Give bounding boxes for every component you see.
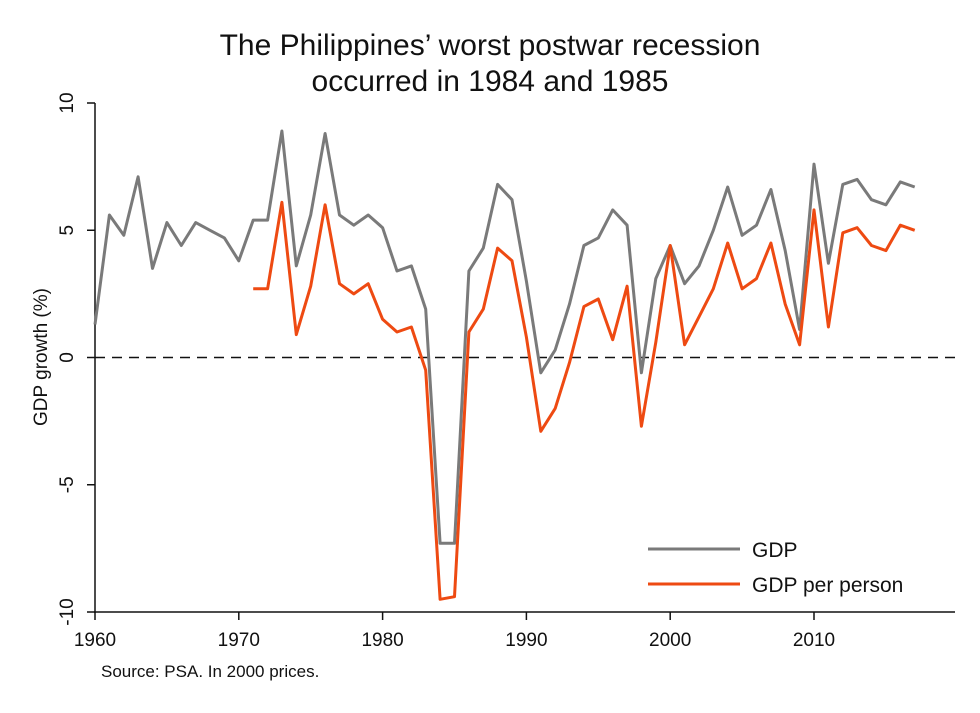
plot-area: 10 5 0 -5 -10 1960 1970 1980 1990 2000 2010 [57, 92, 955, 651]
legend-label-gdp-per-person: GDP per person [752, 574, 903, 597]
x-tick-label: 1990 [505, 630, 547, 651]
chart-title-line-2: occurred in 1984 and 1985 [312, 65, 669, 98]
x-tick-label: 2000 [649, 630, 691, 651]
y-axis-label: GDP growth (%) [31, 288, 52, 426]
x-tick-label: 1970 [218, 630, 260, 651]
x-tick-label: 1980 [361, 630, 403, 651]
x-tick-label: 1960 [74, 630, 116, 651]
legend: GDP GDP per person [648, 539, 903, 597]
series-line-gdp [93, 129, 916, 545]
y-tick-label: -5 [57, 476, 78, 493]
y-tick-label: -10 [57, 598, 78, 625]
legend-label-gdp: GDP [752, 539, 798, 562]
y-tick-label: 0 [57, 352, 78, 363]
x-tick-label: 2010 [793, 630, 835, 651]
chart-title-line-1: The Philippines’ worst postwar recession [220, 29, 761, 62]
y-tick-label: 5 [57, 225, 78, 236]
source-note: Source: PSA. In 2000 prices. [101, 662, 319, 681]
series-line-gdp-per-person [253, 200, 916, 601]
y-tick-label: 10 [57, 92, 78, 113]
